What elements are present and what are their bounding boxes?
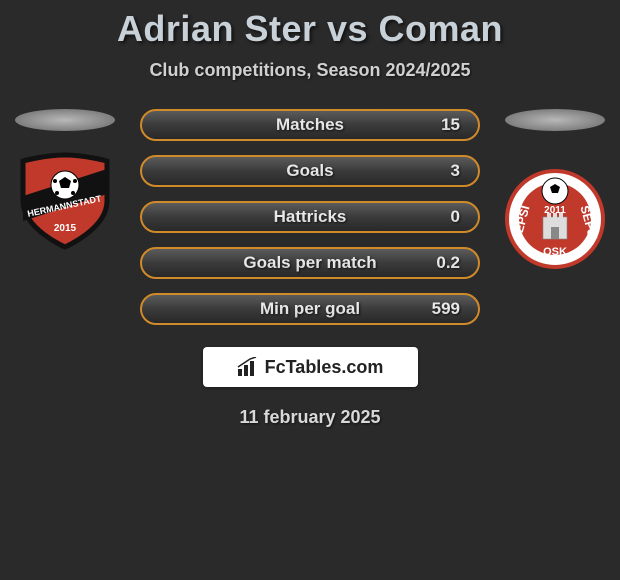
shadow-ellipse-right xyxy=(505,109,605,131)
brand-text: FcTables.com xyxy=(265,357,384,378)
svg-text:OSK: OSK xyxy=(543,246,567,258)
infographic-container: Adrian Ster vs Coman Club competitions, … xyxy=(0,0,620,428)
main-row: HERMANNSTADT 2015 Matches15 Goals3 Hattric… xyxy=(0,109,620,325)
bar-right-value: 3 xyxy=(410,161,460,181)
stat-bar: Min per goal599 xyxy=(140,293,480,325)
bar-label: Goals xyxy=(210,161,410,181)
stat-bar: Hattricks0 xyxy=(140,201,480,233)
svg-text:2015: 2015 xyxy=(54,223,77,234)
bar-right-value: 599 xyxy=(410,299,460,319)
bar-right-value: 0.2 xyxy=(410,253,460,273)
bar-label: Min per goal xyxy=(210,299,410,319)
page-title: Adrian Ster vs Coman xyxy=(0,8,620,50)
brand-box: FcTables.com xyxy=(203,347,418,387)
stat-bars: Matches15 Goals3 Hattricks0 Goals per match… xyxy=(140,109,480,325)
bar-label: Hattricks xyxy=(210,207,410,227)
stat-bar: Goals per match0.2 xyxy=(140,247,480,279)
bar-label: Matches xyxy=(210,115,410,135)
bar-label: Goals per match xyxy=(210,253,410,273)
sepsi-crest-icon: 2011 SEPSI SEPSI OSK xyxy=(505,169,605,269)
hermannstadt-crest-icon: HERMANNSTADT 2015 xyxy=(15,151,115,251)
stat-bar: Matches15 xyxy=(140,109,480,141)
left-crest-column: HERMANNSTADT 2015 xyxy=(10,109,120,251)
page-subtitle: Club competitions, Season 2024/2025 xyxy=(0,60,620,81)
bar-right-value: 0 xyxy=(410,207,460,227)
chart-icon xyxy=(237,357,261,377)
right-crest-column: 2011 SEPSI SEPSI OSK xyxy=(500,109,610,269)
shadow-ellipse-left xyxy=(15,109,115,131)
bar-right-value: 15 xyxy=(410,115,460,135)
stat-bar: Goals3 xyxy=(140,155,480,187)
date-line: 11 february 2025 xyxy=(0,407,620,428)
